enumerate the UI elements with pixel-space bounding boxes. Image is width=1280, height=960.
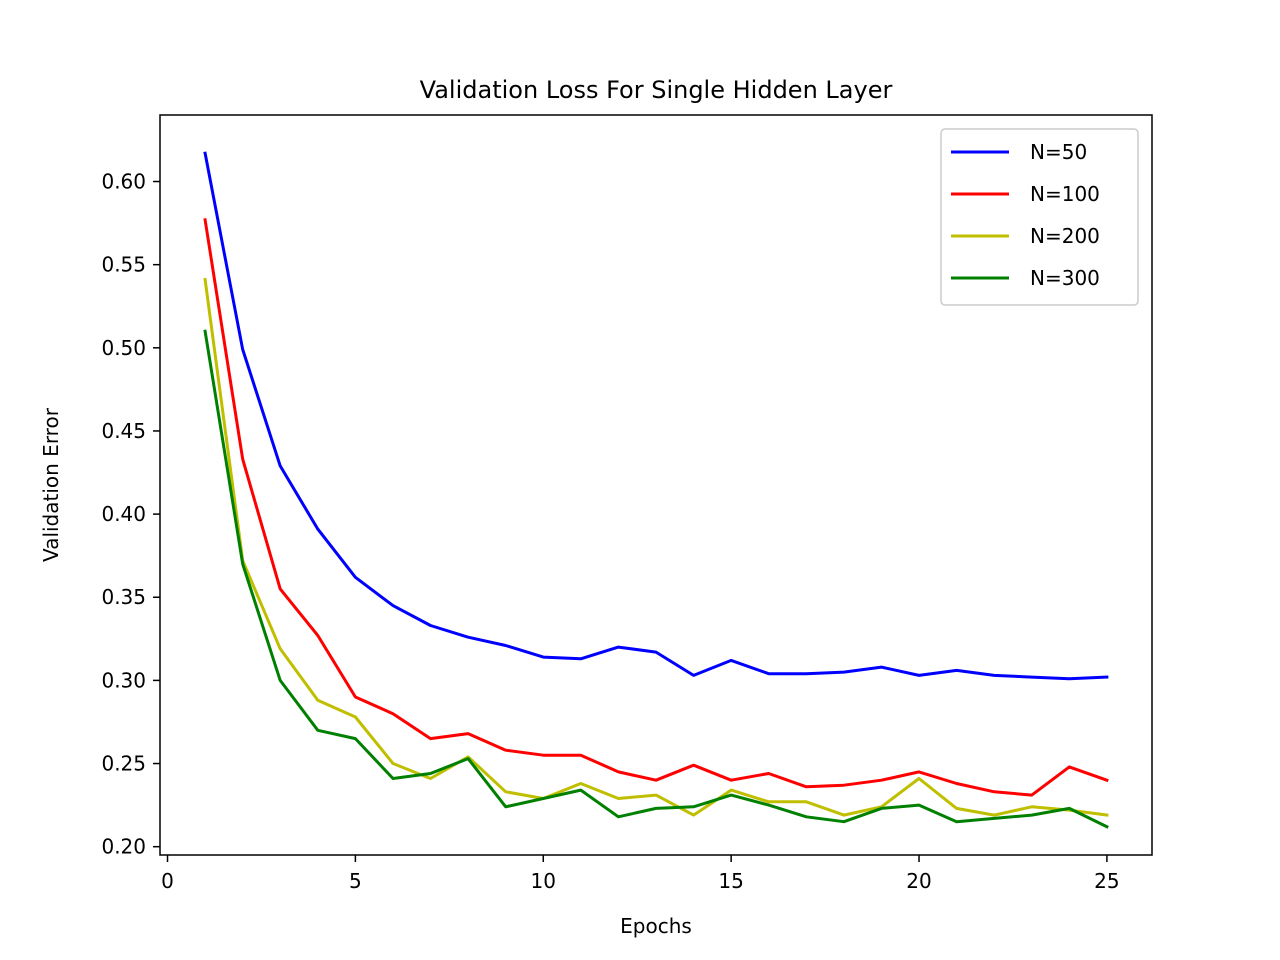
x-axis-label: Epochs bbox=[620, 914, 692, 938]
x-tick-label: 25 bbox=[1094, 869, 1119, 893]
series-line-n200 bbox=[203, 277, 1109, 817]
y-tick-label: 0.30 bbox=[101, 668, 146, 692]
chart-title: Validation Loss For Single Hidden Layer bbox=[420, 76, 893, 104]
legend: N=50 N=100 N=200 N=300 bbox=[940, 128, 1139, 306]
y-axis-ticks: 0.20 0.25 0.30 0.35 0.40 0.45 0.50 0.55 0.60 bbox=[101, 170, 160, 859]
legend-box bbox=[940, 128, 1139, 306]
series-line-n100 bbox=[203, 218, 1109, 797]
y-tick-label: 0.50 bbox=[101, 336, 146, 360]
x-tick-label: 10 bbox=[531, 869, 556, 893]
series-lines bbox=[203, 151, 1109, 829]
x-tick-label: 0 bbox=[161, 869, 174, 893]
y-tick-label: 0.55 bbox=[101, 253, 146, 277]
y-axis-label: Validation Error bbox=[39, 407, 63, 562]
y-tick-label: 0.25 bbox=[101, 752, 146, 776]
x-axis-ticks: 0 5 10 15 20 25 bbox=[161, 855, 1120, 893]
y-tick-label: 0.35 bbox=[101, 585, 146, 609]
legend-label: N=100 bbox=[1030, 182, 1100, 206]
series-line-n50 bbox=[203, 151, 1109, 681]
x-tick-label: 20 bbox=[906, 869, 931, 893]
plot-frame bbox=[159, 114, 1153, 856]
y-tick-label: 0.60 bbox=[101, 170, 146, 194]
legend-label: N=300 bbox=[1030, 266, 1100, 290]
series-line-n300 bbox=[203, 329, 1109, 829]
x-tick-label: 15 bbox=[718, 869, 743, 893]
y-tick-label: 0.45 bbox=[101, 419, 146, 443]
legend-label: N=50 bbox=[1030, 140, 1087, 164]
y-tick-label: 0.40 bbox=[101, 502, 146, 526]
legend-label: N=200 bbox=[1030, 224, 1100, 248]
y-tick-label: 0.20 bbox=[101, 835, 146, 859]
x-tick-label: 5 bbox=[349, 869, 362, 893]
